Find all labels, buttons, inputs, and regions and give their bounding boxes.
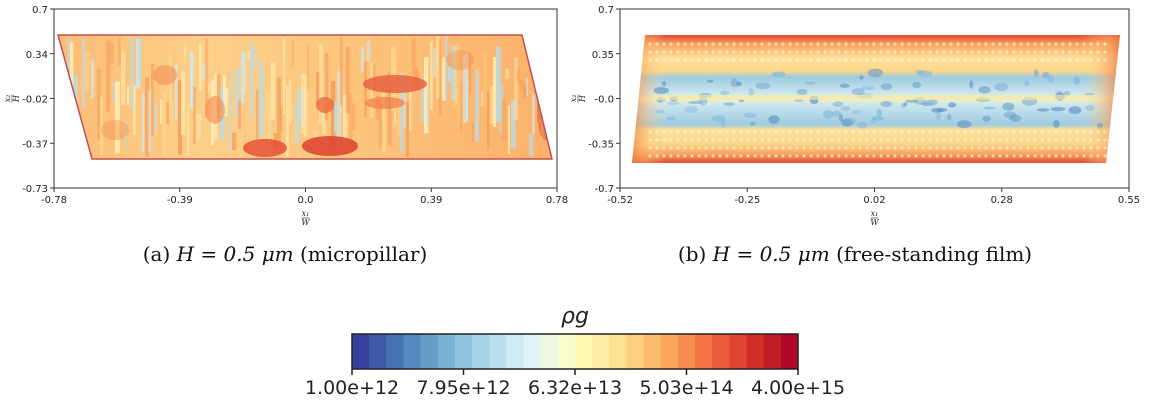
y-axis-label-numerator: x₂ bbox=[3, 95, 12, 103]
caption-a: (a) H = 0.5 μm (micropillar) bbox=[143, 242, 428, 266]
colorbar-tick-label: 1.00e+12 bbox=[305, 377, 399, 399]
colorbar-cell bbox=[506, 334, 525, 369]
colorbar-cell bbox=[643, 334, 662, 369]
colorbar-cell bbox=[420, 334, 439, 369]
colorbar-cell bbox=[386, 334, 404, 369]
panel-a: -0.78 -0.39 0.0 0.39 0.78 0.7 0.34 -0.02 -0.37 -0… bbox=[3, 5, 568, 227]
x-axis-label-denominator: W bbox=[301, 218, 310, 227]
colorbar-cell bbox=[575, 334, 593, 369]
colorbar-tick-label: 6.32e+13 bbox=[528, 377, 622, 399]
colorbar-cell bbox=[729, 334, 748, 369]
x-tick-label: 0.02 bbox=[863, 195, 885, 206]
colorbar-tick-label: 5.03e+14 bbox=[639, 377, 733, 399]
y-tick-label: -0.73 bbox=[22, 184, 48, 195]
colorbar-cell bbox=[369, 334, 387, 369]
y-tick-label: -0.37 bbox=[22, 139, 48, 150]
colorbar-cell bbox=[712, 334, 730, 369]
caption-label: (b) bbox=[678, 242, 713, 266]
caption-math: H = 0.5 μm bbox=[176, 242, 300, 266]
y-tick-label: 0.34 bbox=[26, 50, 48, 61]
y-tick-label: -0.0 bbox=[594, 95, 614, 106]
y-tick-label: -0.02 bbox=[22, 95, 48, 106]
x-axis-label-numerator: x₁ bbox=[302, 209, 310, 218]
y-axis-label: x₂ H bbox=[3, 94, 21, 103]
colorbar-cell bbox=[454, 334, 473, 369]
y-tick-label: 0.7 bbox=[598, 5, 614, 16]
density-field-a bbox=[58, 35, 552, 159]
y-axis-label: x₂ H bbox=[569, 94, 587, 103]
colorbar-cell bbox=[489, 334, 507, 369]
x-tick-label: -0.52 bbox=[607, 195, 633, 206]
density-field-b bbox=[632, 35, 1120, 163]
x-axis-label-numerator: x₁ bbox=[871, 209, 879, 218]
colorbar-title: ρg bbox=[561, 304, 589, 329]
caption-text: (micropillar) bbox=[300, 242, 427, 266]
x-tick-label: -0.25 bbox=[734, 195, 760, 206]
colorbar-cell bbox=[437, 334, 456, 369]
colorbar-cell bbox=[403, 334, 422, 369]
caption-text: (free-standing film) bbox=[836, 242, 1032, 266]
colorbar-cell bbox=[523, 334, 542, 369]
colorbar-cell bbox=[763, 334, 782, 369]
caption-b: (b) H = 0.5 μm (free-standing film) bbox=[678, 242, 1032, 266]
colorbar-cell bbox=[660, 334, 679, 369]
colorbar-cell bbox=[695, 334, 713, 369]
colorbar-tick-label: 4.00e+15 bbox=[751, 377, 845, 399]
colorbar-tick-label: 7.95e+12 bbox=[416, 377, 510, 399]
y-axis-label-denominator: H bbox=[12, 94, 21, 103]
panel-b: -0.52 -0.25 0.02 0.28 0.55 0.7 0.35 -0.0 -0.35 -0… bbox=[569, 5, 1140, 227]
x-tick-label: 0.39 bbox=[420, 195, 442, 206]
colorbar-cell bbox=[780, 334, 799, 369]
colorbar-cell bbox=[677, 334, 696, 369]
x-tick-label: -0.39 bbox=[167, 195, 193, 206]
x-tick-label: -0.78 bbox=[41, 195, 67, 206]
colorbar-cell bbox=[557, 334, 576, 369]
colorbar-cell bbox=[540, 334, 559, 369]
colorbar-cell bbox=[592, 334, 610, 369]
colorbar-cell bbox=[472, 334, 490, 369]
colorbar-cell bbox=[626, 334, 645, 369]
x-tick-label: 0.55 bbox=[1118, 195, 1140, 206]
x-tick-label: 0.0 bbox=[298, 195, 314, 206]
colorbar: ρg 1.00e+12 7.95e+12 6.32e+13 5.03e+14 4.00e… bbox=[305, 304, 845, 399]
sample-outline-a bbox=[57, 34, 553, 160]
y-tick-label: 0.35 bbox=[592, 50, 614, 61]
y-axis-label-numerator: x₂ bbox=[569, 95, 578, 103]
colorbar-cell bbox=[352, 334, 370, 369]
y-tick-label: -0.7 bbox=[594, 184, 614, 195]
caption-math: H = 0.5 μm bbox=[712, 242, 836, 266]
y-axis-label-denominator: H bbox=[578, 94, 587, 103]
x-tick-label: 0.28 bbox=[991, 195, 1013, 206]
caption-label: (a) bbox=[143, 242, 177, 266]
y-tick-label: 0.7 bbox=[32, 5, 48, 16]
colorbar-cell bbox=[746, 334, 765, 369]
y-tick-label: -0.35 bbox=[588, 139, 614, 150]
x-axis-label-denominator: W bbox=[870, 218, 879, 227]
colorbar-cell bbox=[609, 334, 627, 369]
x-tick-label: 0.78 bbox=[546, 195, 568, 206]
